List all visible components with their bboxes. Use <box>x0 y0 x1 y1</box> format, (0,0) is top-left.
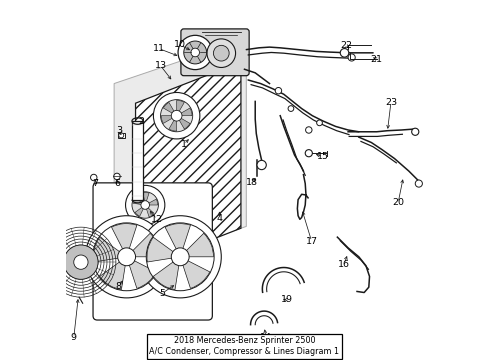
FancyBboxPatch shape <box>181 29 248 76</box>
Text: 13: 13 <box>154 61 166 70</box>
Circle shape <box>347 54 354 61</box>
Text: 2: 2 <box>138 117 143 126</box>
Circle shape <box>74 255 88 269</box>
FancyBboxPatch shape <box>93 183 212 320</box>
Circle shape <box>316 120 322 126</box>
Circle shape <box>93 223 160 291</box>
Text: 12: 12 <box>151 215 163 224</box>
Circle shape <box>146 223 214 291</box>
Wedge shape <box>161 116 176 123</box>
Text: 3: 3 <box>116 126 122 135</box>
Wedge shape <box>176 108 192 116</box>
Wedge shape <box>153 257 180 289</box>
Circle shape <box>160 100 192 132</box>
Polygon shape <box>135 62 241 269</box>
Text: 1: 1 <box>181 140 186 149</box>
Text: 5: 5 <box>159 289 165 298</box>
Circle shape <box>213 45 229 61</box>
FancyBboxPatch shape <box>132 121 143 200</box>
Circle shape <box>171 111 182 121</box>
Circle shape <box>257 160 266 170</box>
Wedge shape <box>180 233 213 257</box>
Wedge shape <box>145 199 157 205</box>
Circle shape <box>63 245 98 279</box>
Text: 18: 18 <box>245 178 257 187</box>
Circle shape <box>85 216 167 298</box>
Wedge shape <box>142 193 149 205</box>
Circle shape <box>287 106 293 111</box>
Circle shape <box>132 192 158 218</box>
Text: 9: 9 <box>71 333 77 342</box>
Circle shape <box>153 93 200 139</box>
Wedge shape <box>176 116 189 129</box>
Text: 16: 16 <box>337 260 349 269</box>
Text: 10: 10 <box>174 40 186 49</box>
Circle shape <box>139 216 221 298</box>
Text: 2018 Mercedes-Benz Sprinter 2500
A/C Condenser, Compressor & Lines Diagram 1: 2018 Mercedes-Benz Sprinter 2500 A/C Con… <box>149 336 339 356</box>
Wedge shape <box>126 257 156 288</box>
Text: 14: 14 <box>260 333 271 342</box>
Circle shape <box>275 87 281 94</box>
Text: 11: 11 <box>152 44 164 53</box>
Wedge shape <box>126 233 160 257</box>
Text: 21: 21 <box>370 55 382 64</box>
Circle shape <box>411 128 418 135</box>
Text: 17: 17 <box>305 237 317 246</box>
Circle shape <box>114 173 120 180</box>
Wedge shape <box>168 116 176 131</box>
Wedge shape <box>100 257 126 289</box>
Circle shape <box>125 185 164 225</box>
Wedge shape <box>145 205 154 217</box>
Circle shape <box>183 41 206 64</box>
Circle shape <box>119 133 123 138</box>
Circle shape <box>171 248 189 266</box>
Circle shape <box>414 180 422 187</box>
Text: 6: 6 <box>115 179 121 188</box>
Circle shape <box>141 201 149 209</box>
Wedge shape <box>165 224 190 257</box>
Circle shape <box>118 248 135 266</box>
Wedge shape <box>163 102 176 116</box>
Wedge shape <box>176 100 184 116</box>
Text: 23: 23 <box>384 98 396 107</box>
Text: 20: 20 <box>391 198 403 207</box>
Wedge shape <box>147 237 180 262</box>
Wedge shape <box>135 205 145 216</box>
Circle shape <box>90 174 97 181</box>
Circle shape <box>305 150 312 157</box>
Circle shape <box>190 48 199 57</box>
FancyBboxPatch shape <box>118 133 124 138</box>
Text: 8: 8 <box>116 282 122 291</box>
Wedge shape <box>111 224 137 257</box>
Wedge shape <box>180 257 209 288</box>
Circle shape <box>178 35 212 69</box>
Text: 4: 4 <box>216 214 222 223</box>
Wedge shape <box>93 237 126 262</box>
Text: 7: 7 <box>92 179 98 188</box>
Text: 15: 15 <box>316 152 328 161</box>
Wedge shape <box>133 198 145 205</box>
Polygon shape <box>114 39 246 271</box>
Circle shape <box>206 39 235 67</box>
Text: 19: 19 <box>280 295 292 304</box>
Circle shape <box>340 49 348 57</box>
Circle shape <box>305 127 311 133</box>
Text: 22: 22 <box>340 41 351 50</box>
